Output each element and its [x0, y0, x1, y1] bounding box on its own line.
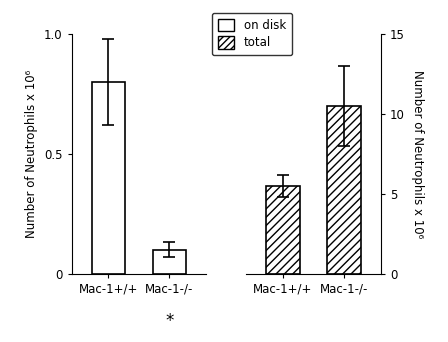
- Bar: [327, 106, 361, 274]
- Y-axis label: Number of Neutrophils x 10⁶: Number of Neutrophils x 10⁶: [26, 70, 39, 238]
- Bar: [91, 82, 125, 274]
- Bar: [266, 186, 300, 274]
- Legend: on disk, total: on disk, total: [212, 13, 292, 55]
- Text: *: *: [165, 313, 174, 330]
- Bar: [153, 250, 186, 274]
- Y-axis label: Number of Neutrophils x 10⁶: Number of Neutrophils x 10⁶: [411, 70, 424, 238]
